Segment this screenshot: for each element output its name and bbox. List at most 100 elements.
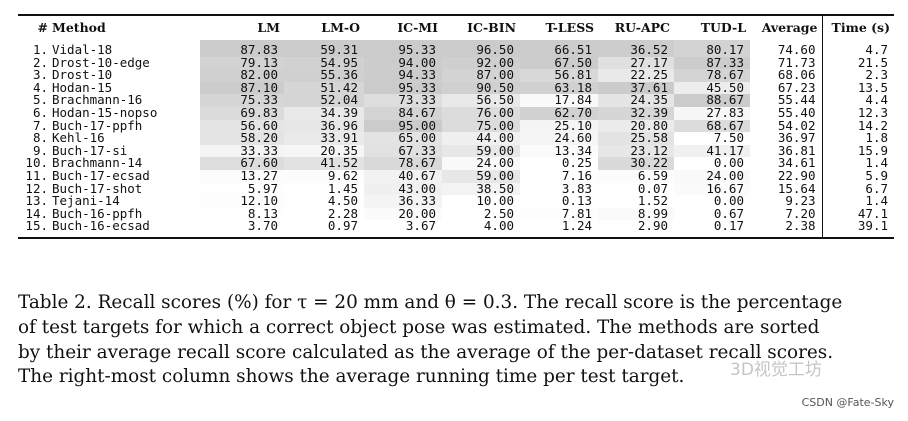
time-cell: 13.5	[857, 79, 888, 95]
score-cell: 5.97	[200, 182, 284, 196]
average-cell: 22.90	[750, 169, 823, 183]
row-rank: 2.	[32, 54, 48, 70]
score-cell: 62.70	[520, 106, 598, 120]
row-rank: 4.	[32, 79, 48, 95]
caption-line: by their average recall score calculated…	[18, 341, 834, 363]
table-header-row: # Method LM LM-O IC-MI IC-BIN T-LESS RU-…	[18, 16, 894, 40]
table-row: 1. Vidal-18 87.83 59.31 95.33 96.50 66.51 36.52…	[18, 40, 894, 57]
score-cell: 0.67	[674, 207, 750, 221]
average-cell: 7.20	[750, 207, 823, 221]
score-cell: 8.99	[598, 207, 674, 221]
score-cell: 2.28	[284, 207, 364, 221]
score-cell: 0.00	[674, 195, 750, 208]
results-table: # Method LM LM-O IC-MI IC-BIN T-LESS RU-…	[18, 16, 894, 237]
score-cell: 84.67	[364, 106, 442, 120]
score-cell: 80.17	[674, 40, 750, 57]
results-table-container: # Method LM LM-O IC-MI IC-BIN T-LESS RU-…	[18, 14, 894, 239]
table-row: 9. Buch-17-si 33.33 20.35 67.33 59.00 13.34 23.…	[18, 144, 894, 158]
header-time: Time (s)	[831, 19, 890, 35]
table-row: 13. Tejani-14 12.10 4.50 36.33 10.00 0.13 1.52 0…	[18, 195, 894, 208]
score-cell: 38.50	[442, 182, 520, 196]
score-cell: 95.33	[364, 81, 442, 95]
score-cell: 22.25	[598, 69, 674, 82]
score-cell: 24.60	[520, 132, 598, 145]
average-cell: 15.64	[750, 182, 823, 196]
time-cell: 39.1	[857, 218, 888, 234]
score-cell: 6.59	[598, 169, 674, 183]
table-row: 8. Kehl-16 58.20 33.91 65.00 44.00 24.60 25.58 7…	[18, 132, 894, 145]
score-cell: 95.00	[364, 119, 442, 133]
score-cell: 20.00	[364, 207, 442, 221]
score-cell: 43.00	[364, 182, 442, 196]
caption-line: Table 2. Recall scores (%) for τ = 20 mm…	[18, 292, 843, 313]
row-rank: 6.	[32, 104, 48, 120]
average-cell: 54.02	[750, 119, 823, 133]
time-cell: 4.4	[865, 92, 888, 108]
header-tud-l: TUD-L	[700, 19, 746, 35]
score-cell: 36.52	[598, 40, 674, 57]
score-cell: 13.34	[520, 144, 598, 158]
row-rank: 7.	[32, 117, 48, 133]
score-cell: 0.25	[520, 157, 598, 170]
row-method: Buch-16-ppfh	[52, 205, 143, 221]
table-row: 15. Buch-16-ecsad 3.70 0.97 3.67 4.00 1.24 2.90…	[18, 220, 894, 237]
score-cell: 32.39	[598, 106, 674, 120]
table-row: 6. Hodan-15-nopso 69.83 34.39 84.67 76.00 62.7…	[18, 104, 894, 120]
table-row: 14. Buch-16-ppfh 8.13 2.28 20.00 2.50 7.81 8.99…	[18, 205, 894, 221]
score-cell: 36.96	[284, 119, 364, 133]
row-rank: 12.	[25, 180, 48, 196]
time-cell: 12.3	[857, 104, 888, 120]
row-rank: 8.	[32, 130, 48, 146]
row-rank: 1.	[32, 42, 48, 57]
row-method: Hodan-15-nopso	[52, 104, 158, 120]
score-cell: 37.61	[598, 81, 674, 95]
score-cell: 0.00	[674, 157, 750, 170]
score-cell: 59.00	[442, 144, 520, 158]
watermark-logo: 3D视觉工坊	[730, 360, 822, 380]
row-method: Drost-10-edge	[52, 54, 150, 70]
time-cell: 14.2	[857, 117, 888, 133]
score-cell: 27.83	[674, 106, 750, 120]
row-method: Buch-17-ppfh	[52, 117, 143, 133]
score-cell: 30.22	[598, 157, 674, 170]
table-caption: Table 2. Recall scores (%) for τ = 20 mm…	[18, 291, 898, 390]
score-cell: 56.50	[442, 94, 520, 107]
table-row: 11. Buch-17-ecsad 13.27 9.62 40.67 59.00 7.16 6…	[18, 169, 894, 183]
average-cell: 68.06	[750, 69, 823, 82]
score-cell: 7.50	[674, 132, 750, 145]
header-lm: LM	[257, 19, 280, 35]
score-cell: 58.20	[200, 132, 284, 145]
header-ic-mi: IC-MI	[397, 19, 438, 35]
score-cell: 59.31	[284, 40, 364, 57]
average-cell: 36.81	[750, 144, 823, 158]
score-cell: 95.33	[364, 40, 442, 57]
score-cell: 76.00	[442, 106, 520, 120]
score-cell: 1.45	[284, 182, 364, 196]
score-cell: 23.12	[598, 144, 674, 158]
caption-line: The right-most column shows the average …	[18, 366, 685, 388]
score-cell: 4.50	[284, 195, 364, 208]
row-method: Kehl-16	[52, 130, 105, 146]
average-cell: 67.23	[750, 81, 823, 95]
average-cell: 71.73	[750, 56, 823, 70]
score-cell: 55.36	[284, 69, 364, 82]
average-cell: 55.44	[750, 94, 823, 107]
score-cell: 3.67	[364, 220, 442, 237]
credit-text: CSDN @Fate-Sky	[801, 396, 894, 409]
time-cell: 47.1	[857, 205, 888, 221]
row-method: Drost-10	[52, 67, 113, 83]
table-row: 4. Hodan-15 87.10 51.42 95.33 90.50 63.18 37.61…	[18, 79, 894, 95]
row-rank: 13.	[25, 193, 48, 209]
score-cell: 75.00	[442, 119, 520, 133]
time-cell: 1.4	[865, 193, 888, 209]
header-num: #	[37, 19, 48, 35]
row-method: Tejani-14	[52, 193, 120, 209]
score-cell: 41.17	[674, 144, 750, 158]
table-row: 10. Brachmann-14 67.60 41.52 78.67 24.00 0.25 3…	[18, 157, 894, 170]
row-rank: 14.	[25, 205, 48, 221]
row-method: Vidal-18	[52, 42, 113, 57]
score-cell: 7.81	[520, 207, 598, 221]
time-cell: 6.7	[865, 180, 888, 196]
score-cell: 65.00	[364, 132, 442, 145]
score-cell: 12.10	[200, 195, 284, 208]
